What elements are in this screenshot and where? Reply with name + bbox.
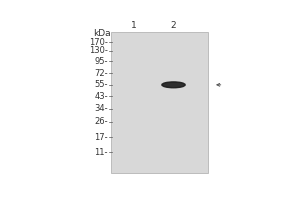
Text: 72-: 72-	[94, 69, 108, 78]
Bar	[111, 32, 208, 173]
Text: 26-: 26-	[94, 117, 108, 126]
Text: 95-: 95-	[94, 57, 108, 66]
Text: 170-: 170-	[89, 38, 108, 47]
Text: 11-: 11-	[94, 148, 108, 157]
Text: 43-: 43-	[94, 92, 108, 101]
Text: 2: 2	[171, 21, 176, 30]
Text: 17-: 17-	[94, 133, 108, 142]
Text: 55-: 55-	[94, 80, 108, 89]
Text: kDa: kDa	[93, 29, 110, 38]
Text: 130-: 130-	[89, 46, 108, 55]
Ellipse shape	[162, 82, 185, 88]
Text: 1: 1	[131, 21, 137, 30]
Text: 34-: 34-	[94, 104, 108, 113]
